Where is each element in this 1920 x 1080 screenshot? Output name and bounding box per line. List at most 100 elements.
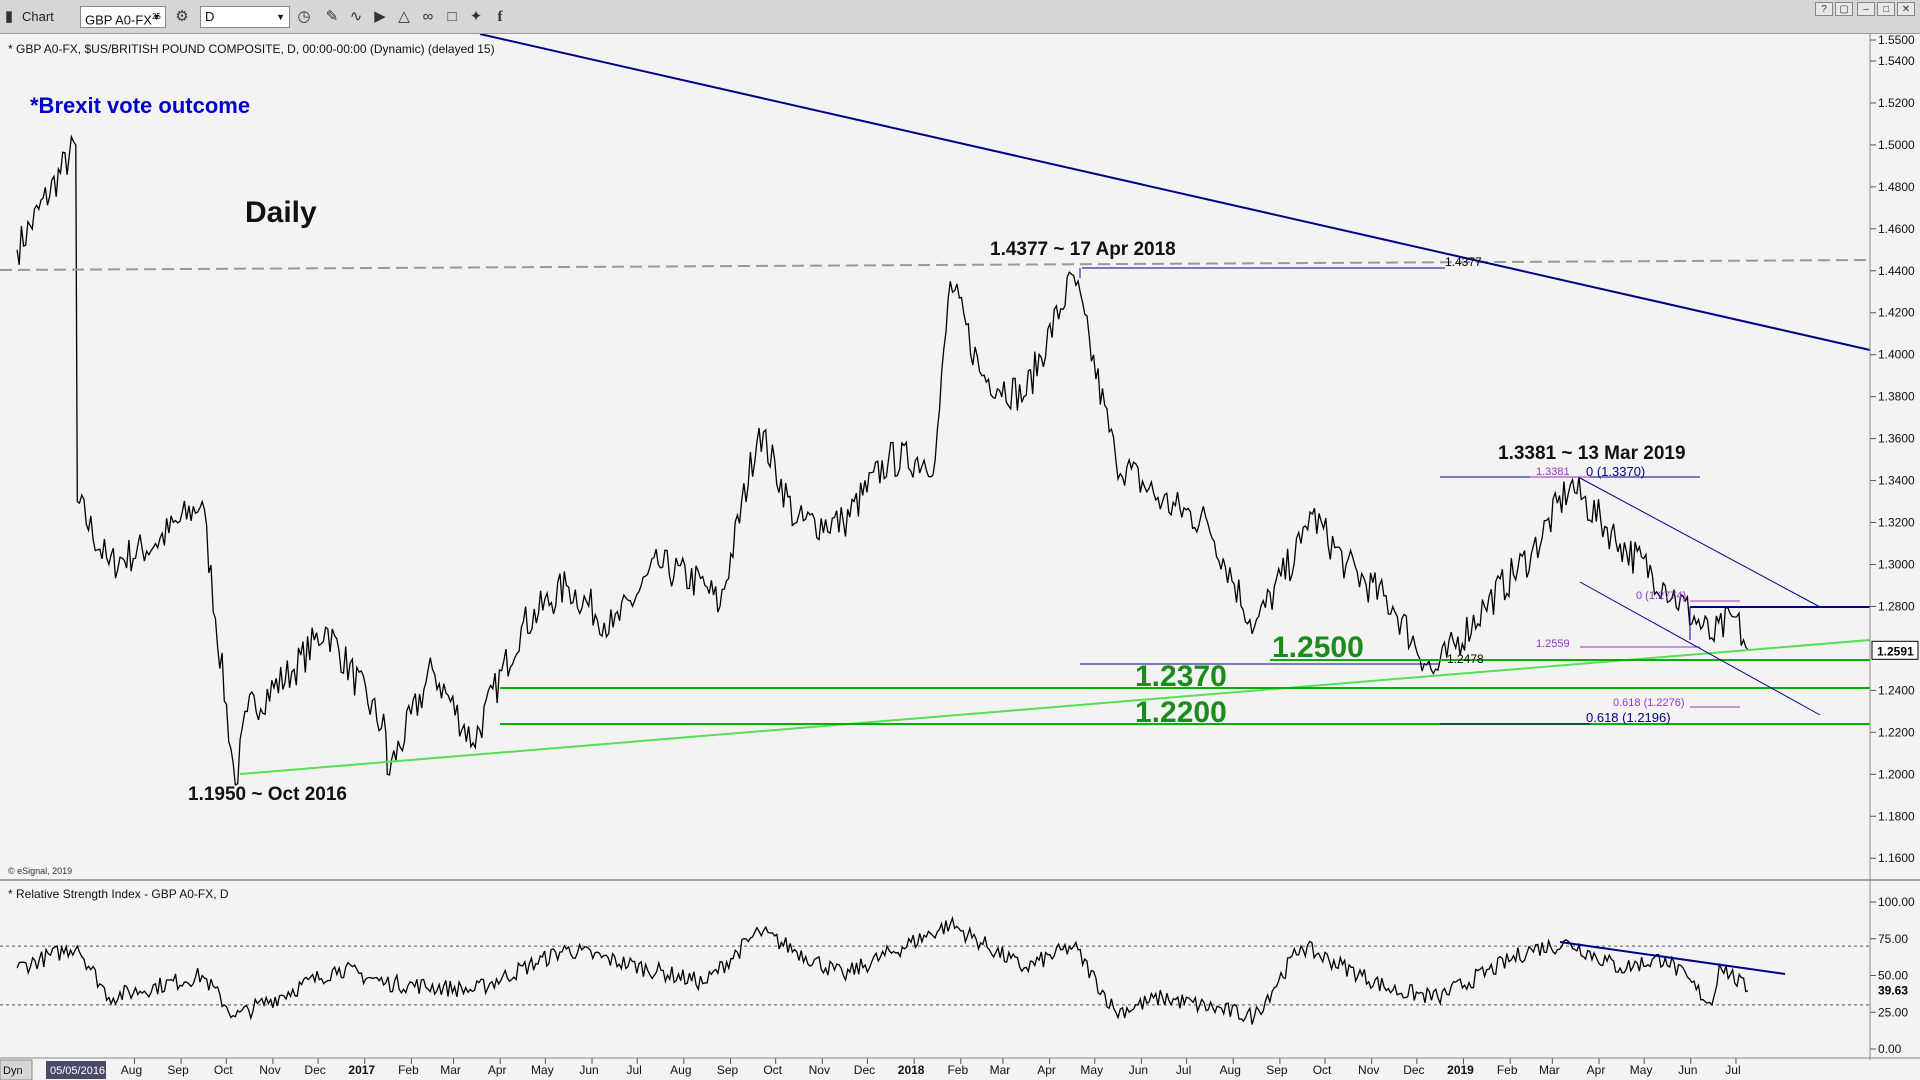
- horizontal-dashed-14400-line[interactable]: [0, 259, 1871, 271]
- price-tick-label: 1.5000: [1878, 138, 1915, 152]
- date-tick-label: Jul: [1725, 1063, 1740, 1077]
- link-icon[interactable]: ∞: [422, 8, 434, 25]
- date-tick-label: Apr: [1587, 1063, 1606, 1077]
- maximize-button[interactable]: □: [1877, 2, 1895, 16]
- price-tick-label: 1.2400: [1878, 683, 1915, 697]
- rsi-tick-label: 100.00: [1878, 895, 1915, 909]
- start-date-label: 05/05/2016: [50, 1065, 105, 1077]
- alert-icon[interactable]: △: [398, 8, 410, 25]
- date-tick-label: May: [1630, 1063, 1653, 1077]
- date-tick-label: Oct: [763, 1063, 782, 1077]
- twitter-icon[interactable]: ✦: [469, 8, 483, 25]
- rsi-divergence-line[interactable]: [1559, 941, 1786, 975]
- price-tick-label: 1.1800: [1878, 809, 1915, 823]
- date-axis: Aug Sep Oct Nov Dec 2017 Feb Mar Apr May Jun Jul Aug…: [121, 1058, 1741, 1077]
- chart-background: [0, 34, 1920, 1080]
- fib-0618-12196-label: 0.618 (1.2196): [1586, 710, 1671, 725]
- date-tick-label: Dec: [854, 1063, 875, 1077]
- date-tick-label: Feb: [1497, 1063, 1518, 1077]
- price-tick-label: 1.4400: [1878, 264, 1915, 278]
- brexit-annotation: *Brexit vote outcome: [30, 93, 250, 118]
- chevron-down-icon: ▼: [152, 12, 161, 22]
- minimize-button[interactable]: –: [1857, 2, 1875, 16]
- start-date-box[interactable]: [46, 1061, 106, 1079]
- price-tick-label: 1.3600: [1878, 432, 1915, 446]
- chart-grip-icon: ▮: [4, 8, 14, 25]
- price-tick-label: 1.5200: [1878, 96, 1915, 110]
- current-price-label: 1.2591: [1877, 644, 1914, 658]
- settings-icon[interactable]: ⚙: [175, 8, 189, 25]
- fib-13381-label: 1.3381: [1536, 466, 1570, 478]
- date-tick-label: Aug: [1220, 1063, 1241, 1077]
- price-tick-label: 1.4000: [1878, 348, 1915, 362]
- date-tick-label: Apr: [1037, 1063, 1056, 1077]
- pencil-icon[interactable]: ✎: [325, 8, 339, 25]
- restore-button[interactable]: ▢: [1835, 2, 1853, 16]
- chevron-down-icon: ▼: [276, 12, 285, 22]
- channel-upper-line[interactable]: [1579, 477, 1821, 608]
- marker-14377-label: 1.4377: [1445, 255, 1482, 269]
- interval-select[interactable]: D ▼: [200, 6, 290, 28]
- date-tick-label: Sep: [717, 1063, 739, 1077]
- fib-0-12774-label: 0 (1.2774): [1636, 590, 1686, 602]
- date-tick-label: Jun: [1129, 1063, 1148, 1077]
- close-button[interactable]: ✕: [1897, 2, 1915, 16]
- date-tick-label: Nov: [259, 1063, 280, 1077]
- date-tick-label: Nov: [809, 1063, 830, 1077]
- price-tick-label: 1.3000: [1878, 558, 1915, 572]
- wave-icon[interactable]: ∿: [349, 8, 363, 25]
- price-tick-label: 1.1600: [1878, 851, 1915, 865]
- price-tick-label: 1.4600: [1878, 222, 1915, 236]
- price-tick-label: 1.5500: [1878, 34, 1915, 47]
- main-chart-title: * GBP A0-FX, $US/BRITISH POUND COMPOSITE…: [8, 42, 495, 56]
- price-axis: 1.5500 1.5400 1.5200 1.5000 1.4800 1.4600 1.44…: [1870, 34, 1919, 865]
- facebook-icon[interactable]: f: [497, 9, 503, 25]
- price-tick-label: 1.4200: [1878, 306, 1915, 320]
- date-tick-label: Dec: [304, 1063, 325, 1077]
- date-tick-label: Oct: [1313, 1063, 1332, 1077]
- date-tick-label: Mar: [1539, 1063, 1560, 1077]
- clock-icon[interactable]: ◷: [297, 8, 311, 25]
- long-term-downtrend-line[interactable]: [479, 34, 1871, 351]
- symbol-input[interactable]: GBP A0-FX25 ▼: [80, 6, 166, 28]
- support-level-1-label: 1.2500: [1272, 631, 1364, 664]
- toolbar: ▮ Chart GBP A0-FX25 ▼ ⚙ D ▼ ◷ ✎ ∿ ▶ △ ∞ □ …: [0, 0, 1920, 34]
- fib-0618-12276-label: 0.618 (1.2276): [1613, 697, 1685, 709]
- chart-area: 1.5500 1.5400 1.5200 1.5000 1.4800 1.4600 1.44…: [0, 34, 1920, 1080]
- current-price-box: [1871, 640, 1919, 660]
- rising-support-trendline[interactable]: [239, 639, 1871, 775]
- date-tick-label: Jun: [1678, 1063, 1697, 1077]
- date-tick-label: Feb: [947, 1063, 968, 1077]
- fib-12559-label: 1.2559: [1536, 638, 1570, 650]
- date-tick-label: Nov: [1358, 1063, 1379, 1077]
- price-tick-label: 1.3800: [1878, 390, 1915, 404]
- rsi-tick-label: 25.00: [1878, 1005, 1908, 1019]
- copyright-label: © eSignal, 2019: [8, 866, 72, 876]
- dyn-button[interactable]: [0, 1059, 33, 1080]
- date-tick-label: Oct: [214, 1063, 233, 1077]
- date-tick-label: Dec: [1403, 1063, 1424, 1077]
- price-tick-label: 1.3400: [1878, 474, 1915, 488]
- rsi-series: [16, 915, 1749, 1025]
- play-icon[interactable]: ▶: [374, 8, 386, 25]
- rsi-line: [16, 915, 1749, 1025]
- rsi-tick-label: 0.00: [1878, 1042, 1902, 1056]
- dyn-label: Dyn: [3, 1065, 23, 1077]
- date-tick-label: Jul: [1176, 1063, 1191, 1077]
- low-2016-label: 1.1950 ~ Oct 2016: [188, 784, 347, 805]
- fib-0-13370-label: 0 (1.3370): [1586, 464, 1645, 479]
- date-tick-label: Apr: [488, 1063, 507, 1077]
- price-tick-label: 1.2000: [1878, 767, 1915, 781]
- help-button[interactable]: ?: [1815, 2, 1833, 16]
- date-tick-label: Sep: [167, 1063, 189, 1077]
- rsi-tick-label: 50.00: [1878, 969, 1908, 983]
- rsi-tick-label: 75.00: [1878, 932, 1908, 946]
- channel-lower-line[interactable]: [1579, 581, 1821, 716]
- timeframe-label: Daily: [245, 196, 317, 229]
- comment-icon[interactable]: □: [447, 8, 457, 25]
- date-tick-label: 2017: [348, 1063, 375, 1077]
- high-2018-label: 1.4377 ~ 17 Apr 2018: [990, 239, 1176, 260]
- high-2019-label: 1.3381 ~ 13 Mar 2019: [1498, 443, 1686, 464]
- price-line: [16, 134, 1749, 786]
